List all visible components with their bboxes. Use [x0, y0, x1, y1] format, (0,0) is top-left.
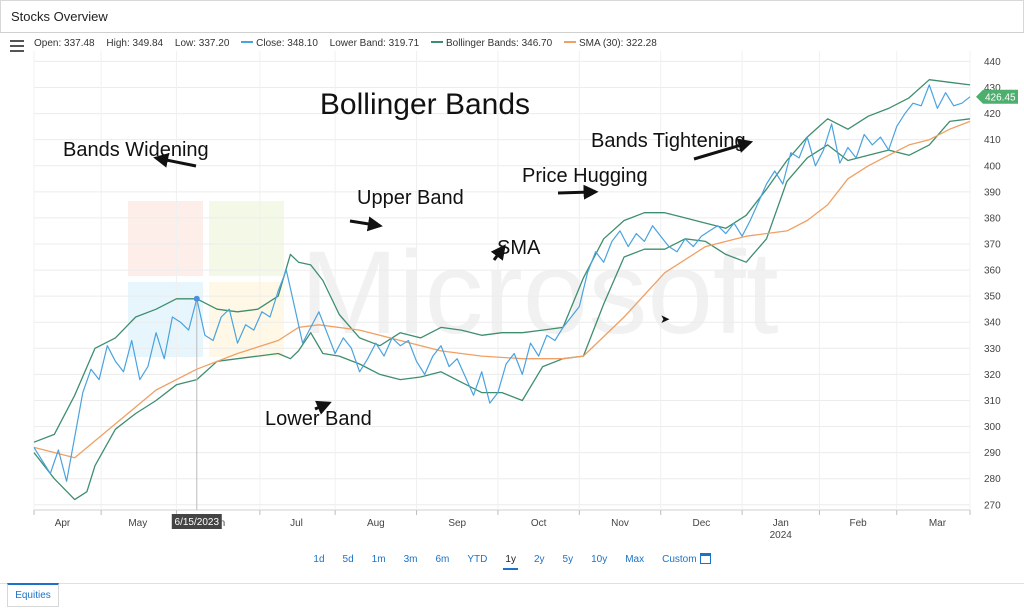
y-tick-label: 290 — [984, 448, 1001, 459]
x-tick-label: Mar — [929, 518, 947, 529]
y-tick-label: 370 — [984, 239, 1001, 250]
annotation-label: Bands Tightening — [591, 130, 746, 152]
y-tick-label: 410 — [984, 135, 1001, 146]
annotation-arrow — [153, 152, 197, 168]
y-tick-label: 440 — [984, 57, 1001, 68]
hover-point-marker — [193, 295, 200, 302]
chart-title: Bollinger Bands — [320, 88, 530, 121]
y-tick-label: 420 — [984, 109, 1001, 120]
last-price-label: 426.45 — [985, 92, 1016, 103]
mouse-cursor-icon: ➤ — [660, 312, 670, 326]
x-tick-label: Dec — [693, 518, 711, 529]
annotation-label: Bands Widening — [63, 139, 209, 161]
hover-date-tag: 6/15/2023 — [171, 514, 222, 529]
range-max-button[interactable]: Max — [625, 554, 645, 566]
info-close: Close: 348.10 — [256, 38, 318, 49]
y-tick-label: 350 — [984, 292, 1001, 303]
x-tick-label: Jul — [290, 518, 303, 529]
x-year-label: 2024 — [770, 530, 793, 541]
annotation-label: Lower Band — [265, 408, 372, 430]
x-tick-label: Oct — [531, 518, 547, 529]
y-tick-label: 430 — [984, 83, 1001, 94]
x-tick-label: Apr — [55, 518, 71, 529]
y-tick-label: 270 — [984, 500, 1001, 511]
range-10y-button[interactable]: 10y — [591, 554, 608, 566]
x-tick-label: Aug — [367, 518, 385, 529]
range-5y-button[interactable]: 5y — [562, 554, 574, 566]
window-title: Stocks Overview — [11, 9, 108, 24]
svg-text:Microsoft: Microsoft — [300, 227, 779, 359]
annotation-arrow — [490, 244, 506, 261]
y-axis: 270 280 290 300 310 320 330 340 350 360 370 380 390 4… — [984, 57, 1001, 511]
ohlc-info-row: Open: 337.48 High: 349.84 Low: 337.20 Cl… — [34, 38, 666, 49]
range-3m-button[interactable]: 3m — [403, 554, 418, 566]
window-titlebar: Stocks Overview — [0, 0, 1024, 33]
y-tick-label: 300 — [984, 422, 1001, 433]
tab-equities[interactable]: Equities — [7, 583, 59, 607]
time-range-selector: 1d 5d 1m 3m 6m YTD 1y 2y 5y 10y Max Custom — [0, 553, 1024, 571]
y-tick-label: 340 — [984, 318, 1001, 329]
y-tick-label: 310 — [984, 396, 1001, 407]
hamburger-menu-icon[interactable] — [10, 40, 24, 52]
y-tick-label: 390 — [984, 187, 1001, 198]
x-tick-label: Sep — [448, 518, 466, 529]
range-ytd-button[interactable]: YTD — [467, 554, 488, 566]
annotation-arrow — [314, 400, 332, 415]
close-price-line — [33, 84, 971, 482]
info-high: High: 349.84 — [106, 38, 164, 49]
sma-swatch-icon — [563, 41, 576, 44]
y-tick-label: 330 — [984, 344, 1001, 355]
range-6m-button[interactable]: 6m — [435, 554, 450, 566]
last-price-tag: 426.45 — [976, 89, 1018, 104]
footer-divider — [0, 583, 1024, 584]
y-tick-label: 400 — [984, 161, 1001, 172]
range-1d-button[interactable]: 1d — [313, 554, 325, 566]
close-swatch-icon — [241, 41, 254, 44]
annotation-label: Price Hugging — [522, 165, 648, 187]
x-tick-label: Feb — [849, 518, 867, 529]
x-tick-label: Jan — [773, 518, 789, 529]
info-sma: SMA (30): 322.28 — [578, 38, 657, 49]
annotation-label: SMA — [497, 237, 541, 259]
calendar-icon[interactable] — [699, 553, 711, 564]
range-custom-button[interactable]: Custom — [660, 553, 712, 568]
annotation-arrow — [693, 138, 754, 161]
y-tick-label: 280 — [984, 474, 1001, 485]
info-lower-band: Lower Band: 319.71 — [329, 38, 420, 49]
info-bollinger: Bollinger Bands: 346.70 — [445, 38, 553, 49]
chart-x-grid — [33, 51, 971, 510]
annotation-label: Upper Band — [357, 187, 464, 209]
info-open: Open: 337.48 — [34, 38, 95, 49]
y-tick-label: 360 — [984, 266, 1001, 277]
bollinger-chart[interactable]: Microsoft 270 280 290 300 310 320 330 340 350 360… — [0, 33, 1024, 548]
info-low: Low: 337.20 — [174, 38, 230, 49]
range-1y-button[interactable]: 1y — [503, 554, 518, 571]
y-tick-label: 380 — [984, 213, 1001, 224]
sma-line — [33, 120, 971, 459]
y-tick-label: 320 — [984, 370, 1001, 381]
lower-band-line — [33, 118, 971, 501]
hover-date-label: 6/15/2023 — [175, 517, 220, 528]
x-tick-label: May — [128, 518, 147, 529]
microsoft-watermark-logo: Microsoft — [128, 201, 779, 359]
range-2y-button[interactable]: 2y — [533, 554, 545, 566]
range-1m-button[interactable]: 1m — [371, 554, 386, 566]
x-tick-label: Nov — [611, 518, 629, 529]
range-5d-button[interactable]: 5d — [342, 554, 354, 566]
annotations-layer: Bands Widening Upper Band SMA Price Hugging… — [63, 130, 754, 430]
annotation-arrow — [349, 216, 383, 232]
bollinger-swatch-icon — [430, 41, 443, 44]
chart-grid — [34, 51, 971, 511]
annotation-arrow — [557, 184, 599, 200]
